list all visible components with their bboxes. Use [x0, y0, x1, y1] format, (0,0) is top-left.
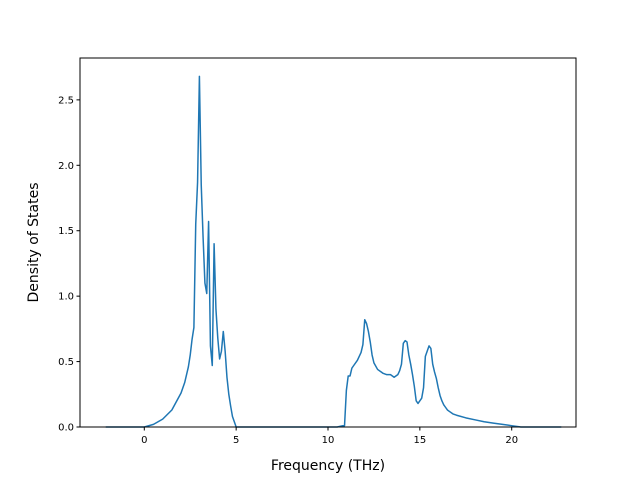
x-tick-label: 20: [505, 435, 518, 446]
dos-series-line: [105, 75, 562, 428]
axes-frame: [79, 57, 577, 428]
y-tick-label: 1.5: [58, 226, 74, 237]
x-axis-ticks: 0 5 10 15 20: [141, 427, 518, 446]
y-tick-label: 2.0: [58, 161, 74, 172]
y-tick-label: 0.0: [58, 423, 74, 434]
x-axis-label: Frequency (THz): [271, 458, 385, 474]
y-tick-label: 0.5: [58, 357, 74, 368]
y-tick-label: 2.5: [58, 95, 74, 106]
y-axis-label: Density of States: [26, 183, 42, 303]
plot-area: [105, 75, 562, 428]
x-tick-label: 15: [413, 435, 426, 446]
x-tick-label: 5: [233, 435, 239, 446]
y-tick-label: 1.0: [58, 292, 74, 303]
x-tick-label: 10: [322, 435, 335, 446]
x-tick-label: 0: [141, 435, 147, 446]
y-axis-ticks: 0.0 0.5 1.0 1.5 2.0 2.5: [58, 95, 80, 434]
